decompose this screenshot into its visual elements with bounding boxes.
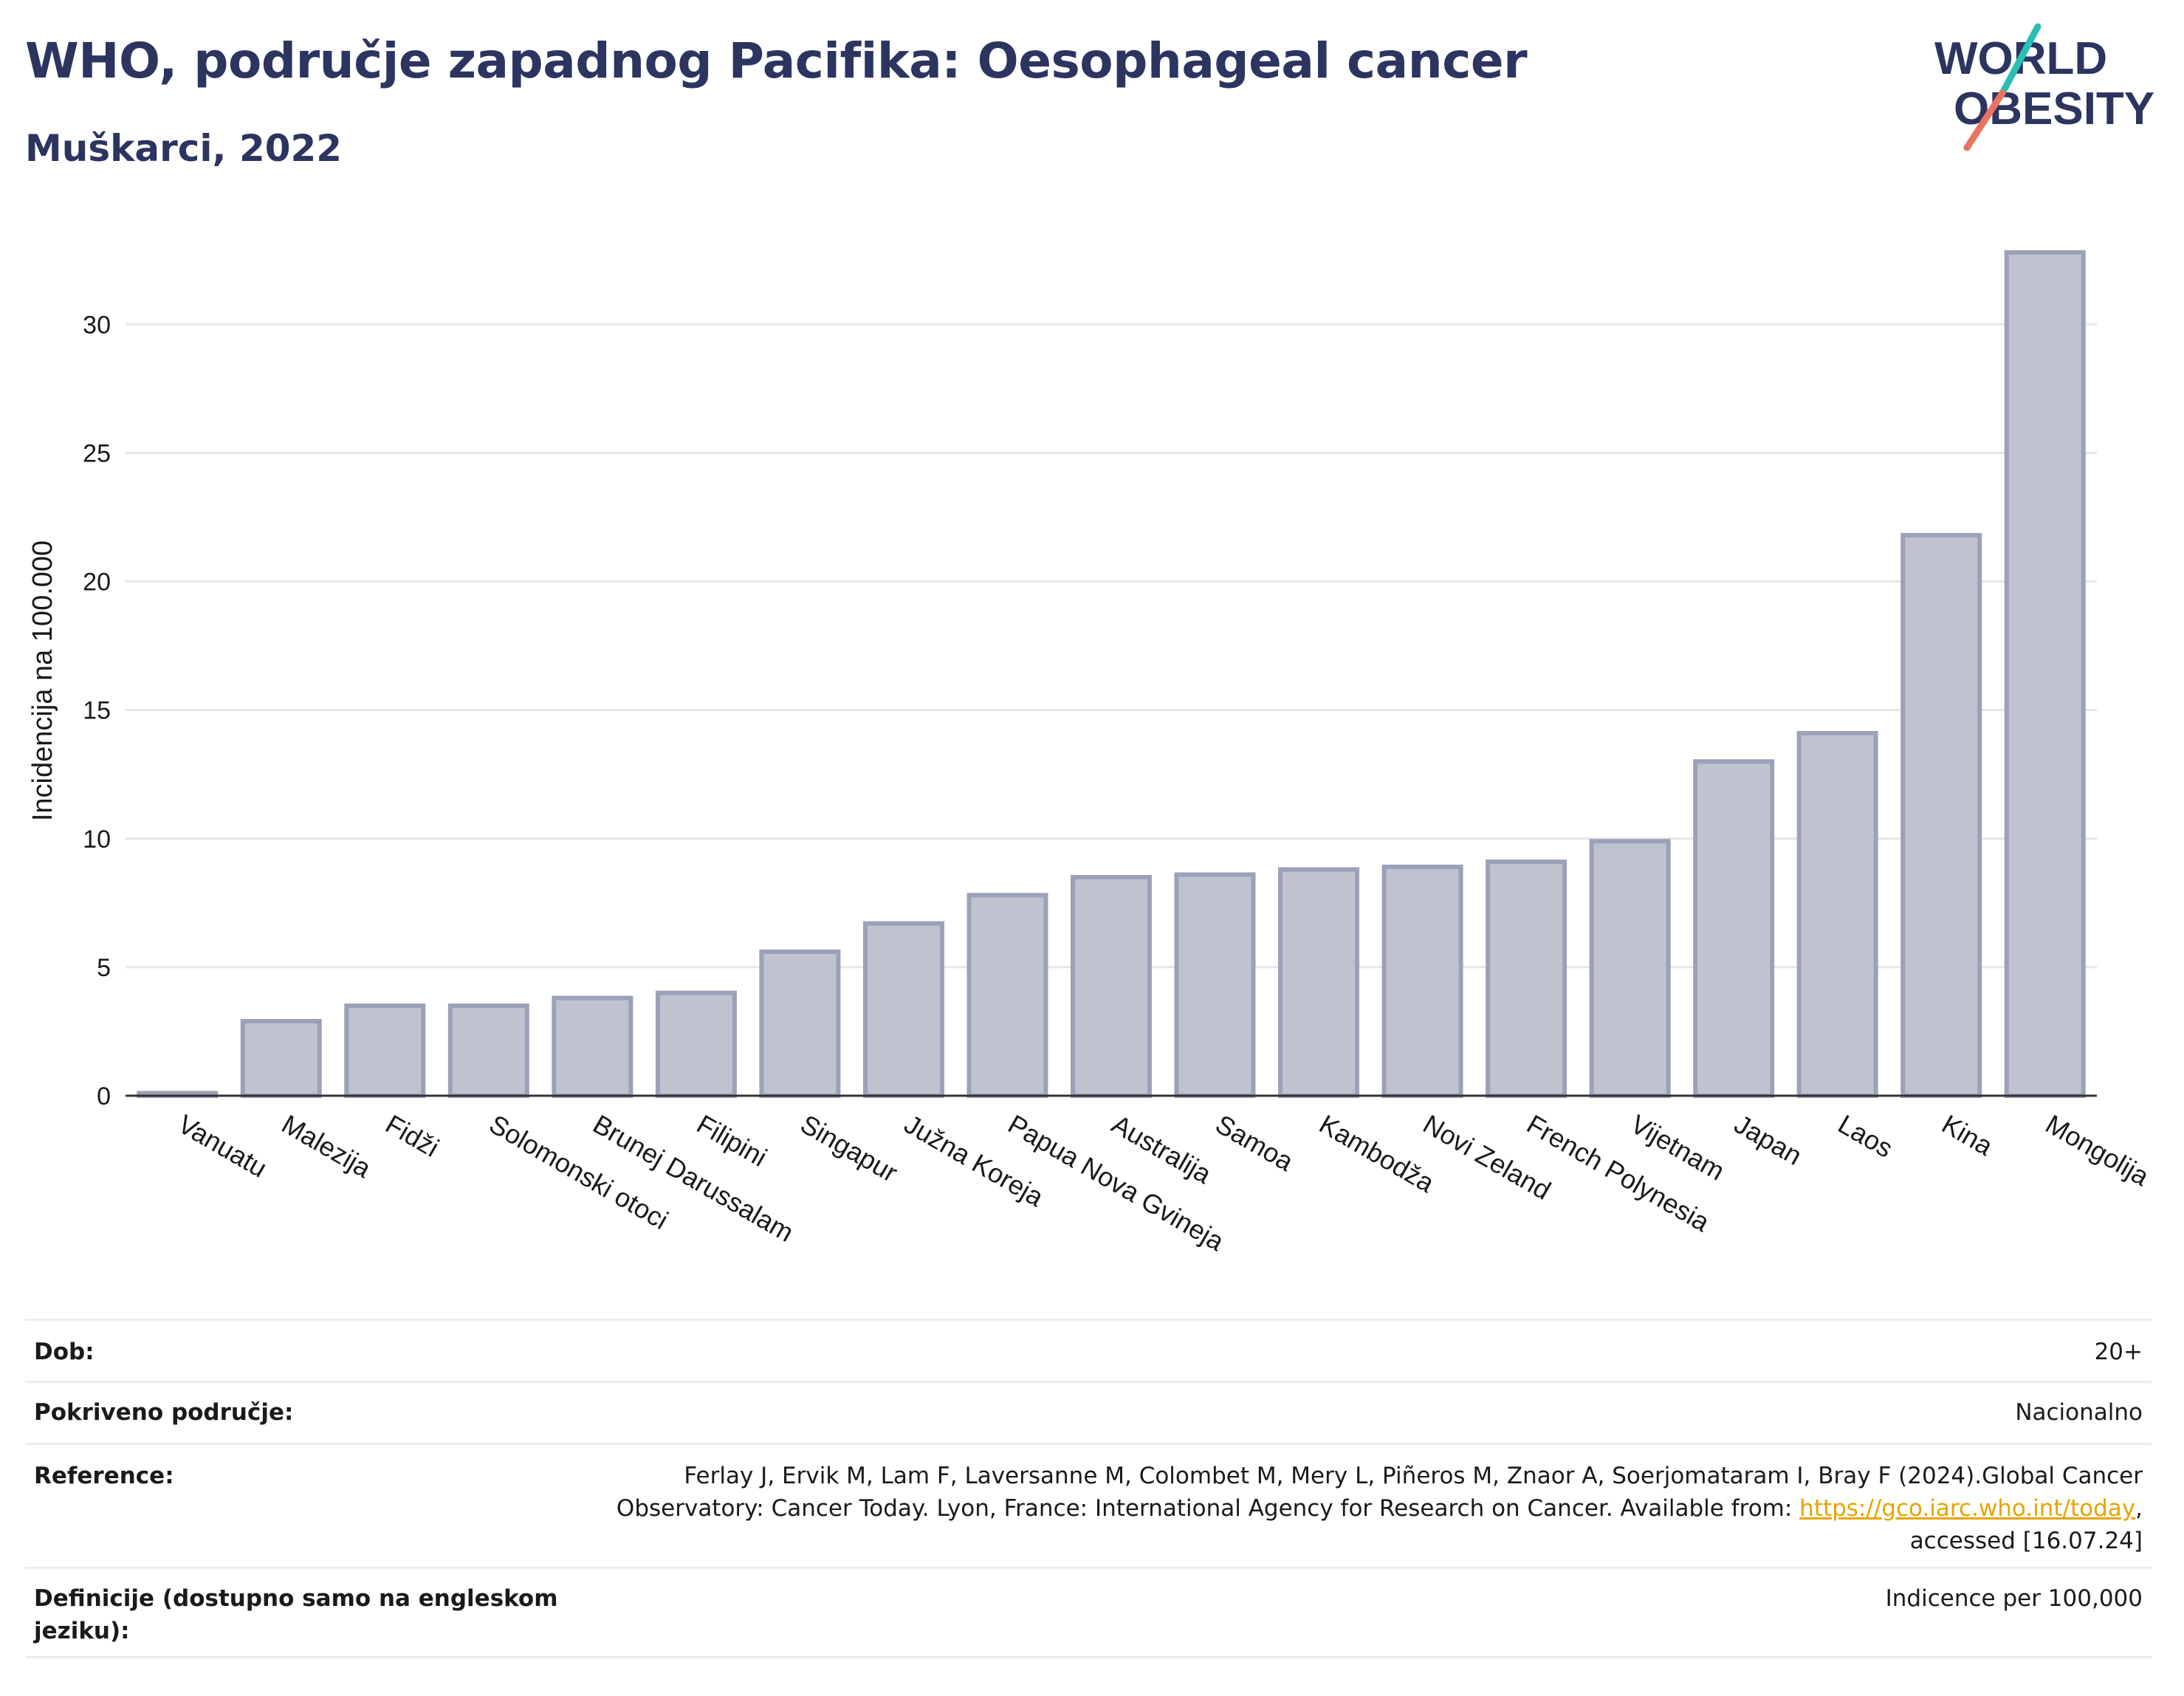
x-tick-label: Filipini [692,1108,772,1173]
meta-label-reference: Reference: [34,1463,174,1489]
bar [1900,532,1982,1098]
bar [1796,730,1878,1098]
meta-value-definitions: Indicence per 100,000 [1885,1585,2143,1612]
meta-row-age: Dob: 20+ [25,1319,2152,1381]
bar-chart: 0 5 10 15 20 25 30 Vanuatu Malezija Fidži Solomon… [27,250,2155,1257]
chart-title: WHO, područje zapadnog Pacifika: Oesopha… [25,32,1528,89]
y-tick-label: 0 [97,1082,111,1110]
bar [552,995,633,1098]
bar [655,990,737,1099]
x-tick-label: Malezija [277,1108,377,1184]
x-tick-label: Solomonski otoci [484,1108,673,1235]
x-tick-label: Samoa [1211,1108,1299,1177]
meta-value-coverage: Nacionalno [2015,1399,2143,1426]
y-axis-ticks: 0 5 10 15 20 25 30 [83,311,111,1110]
x-tick-label: Singapur [795,1108,902,1188]
meta-row-definitions: Definicije (dostupno samo na engleskom j… [25,1567,2152,1658]
y-axis-title: Incidencija na 100.000 [27,540,58,821]
meta-row-reference: Reference: Ferlay J, Ervik M, Lam F, Lav… [25,1443,2152,1567]
bar [1693,759,1775,1098]
bar [240,1019,322,1098]
y-tick-label: 30 [83,311,111,339]
y-tick-label: 25 [83,439,111,467]
y-tick-label: 10 [83,825,111,854]
x-tick-label: Kina [1937,1108,1999,1161]
x-tick-label: French Polynesia [1522,1108,1715,1237]
bar [862,921,944,1099]
chart-subtitle: Muškarci, 2022 [25,127,343,170]
bar [2004,250,2086,1099]
x-tick-label: Mongolija [2041,1108,2155,1192]
bar [1071,875,1152,1098]
world-obesity-logo: WORLD OBESITY [1934,23,2154,151]
bar [1174,872,1256,1099]
bars [137,250,2086,1099]
x-tick-label: Laos [1833,1108,1898,1164]
logo-slash-teal [1999,23,2042,97]
y-tick-label: 20 [83,569,111,597]
bar [759,949,841,1099]
logo-text-obesity: OBESITY [1954,83,2154,134]
bar [1589,839,1671,1098]
meta-value-reference: Ferlay J, Ervik M, Lam F, Laversanne M, … [577,1460,2143,1557]
metadata-table: Dob: 20+ Pokriveno područje: Nacionalno … [25,1319,2152,1658]
x-tick-label: Fidži [380,1108,444,1163]
x-tick-label: Vanuatu [173,1108,272,1183]
meta-label-coverage: Pokriveno područje: [34,1399,294,1426]
bar [344,1003,426,1099]
y-tick-label: 5 [97,954,111,982]
meta-label-age: Dob: [34,1339,95,1365]
reference-accessed: , accessed [16.07.24] [1909,1495,2143,1554]
bar [447,1003,529,1099]
bar [966,893,1048,1098]
y-tick-label: 15 [83,697,111,725]
meta-row-coverage: Pokriveno područje: Nacionalno [25,1381,2152,1443]
meta-label-definitions: Definicije (dostupno samo na engleskom j… [34,1585,558,1644]
bar [1278,867,1360,1099]
bar [1486,859,1567,1098]
logo-slash-red [1963,89,2006,151]
reference-text: Ferlay J, Ervik M, Lam F, Laversanne M, … [616,1463,2143,1522]
x-tick-label: Kambodža [1314,1108,1440,1198]
meta-value-age: 20+ [2094,1339,2143,1365]
reference-link[interactable]: https://gco.iarc.who.int/today [1799,1495,2136,1522]
x-axis-labels: Vanuatu Malezija Fidži Solomonski otociBrun… [173,1108,2154,1257]
x-tick-label: Japan [1729,1108,1807,1171]
bar [1381,865,1463,1098]
